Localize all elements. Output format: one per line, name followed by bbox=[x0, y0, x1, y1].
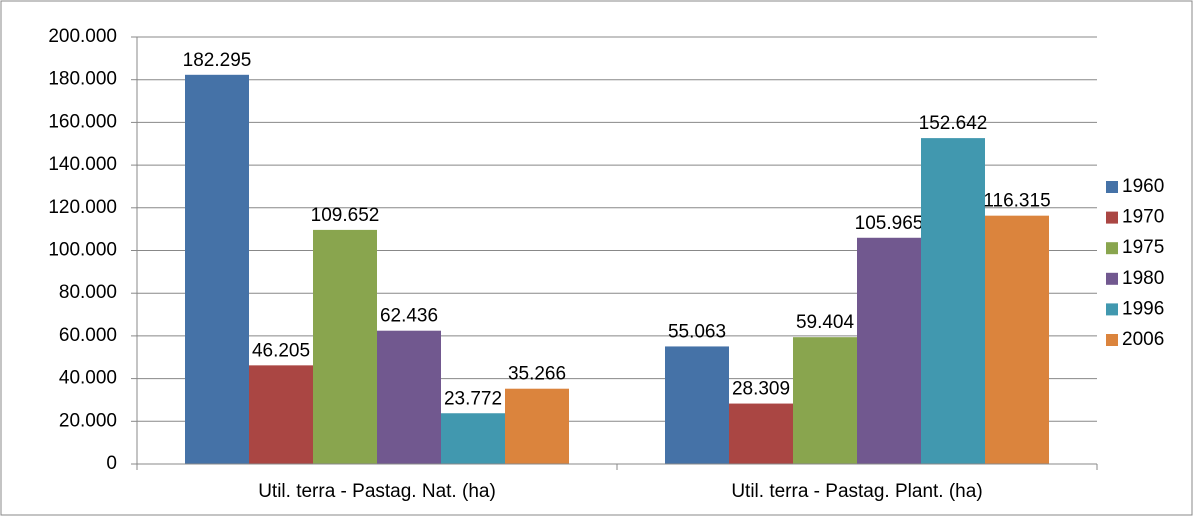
y-tick-label: 20.000 bbox=[59, 410, 117, 431]
legend-swatch bbox=[1106, 242, 1118, 255]
data-label: 55.063 bbox=[668, 321, 726, 342]
data-label: 109.652 bbox=[311, 205, 380, 226]
y-tick-label: 60.000 bbox=[59, 325, 117, 346]
y-tick-label: 100.000 bbox=[48, 240, 117, 261]
bar bbox=[793, 337, 857, 464]
legend-swatch bbox=[1106, 272, 1118, 285]
data-label: 182.295 bbox=[183, 50, 252, 71]
bar bbox=[185, 74, 249, 465]
x-tick-label: Util. terra - Pastag. Nat. (ha) bbox=[258, 481, 496, 502]
bar bbox=[665, 346, 729, 464]
legend-swatch bbox=[1106, 211, 1118, 224]
y-tick-label: 40.000 bbox=[59, 368, 117, 389]
legend-swatch bbox=[1106, 334, 1118, 346]
legend-label: 1960 bbox=[1122, 176, 1164, 197]
data-label: 62.436 bbox=[380, 306, 438, 327]
bar bbox=[377, 330, 441, 464]
data-label: 46.205 bbox=[252, 340, 310, 361]
data-label: 35.266 bbox=[508, 364, 566, 385]
bar bbox=[985, 215, 1049, 464]
legend-label: 2006 bbox=[1122, 329, 1164, 350]
data-label: 59.404 bbox=[796, 312, 855, 333]
data-label: 23.772 bbox=[444, 388, 502, 409]
y-tick-label: 140.000 bbox=[48, 154, 117, 175]
bar bbox=[313, 229, 377, 464]
legend-label: 1970 bbox=[1122, 207, 1164, 228]
legend-swatch bbox=[1106, 303, 1118, 316]
y-tick-label: 80.000 bbox=[59, 282, 117, 303]
legend-label: 1975 bbox=[1122, 237, 1164, 258]
data-label: 28.309 bbox=[732, 379, 790, 400]
bar bbox=[441, 413, 505, 464]
y-tick-label: 180.000 bbox=[48, 69, 117, 90]
y-tick-label: 200.000 bbox=[48, 26, 117, 47]
data-label: 152.642 bbox=[919, 113, 988, 134]
bar bbox=[921, 138, 985, 465]
legend-label: 1996 bbox=[1122, 298, 1164, 319]
legend-label: 1980 bbox=[1122, 268, 1164, 289]
legend-swatch bbox=[1106, 181, 1118, 193]
x-tick-label: Util. terra - Pastag. Plant. (ha) bbox=[731, 481, 982, 502]
bar bbox=[729, 403, 793, 464]
y-tick-label: 120.000 bbox=[48, 197, 117, 218]
y-tick-label: 0 bbox=[106, 453, 117, 474]
data-label: 105.965 bbox=[855, 213, 924, 234]
y-tick-label: 160.000 bbox=[48, 111, 117, 132]
bar bbox=[505, 388, 569, 464]
bar bbox=[249, 365, 313, 464]
data-label: 116.315 bbox=[983, 191, 1050, 212]
bar bbox=[857, 237, 921, 464]
